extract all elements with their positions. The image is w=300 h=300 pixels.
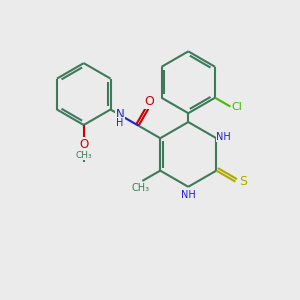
Text: CH₃: CH₃	[132, 183, 150, 193]
Text: NH: NH	[181, 190, 196, 200]
Text: O: O	[79, 138, 88, 151]
Text: NH: NH	[216, 132, 231, 142]
Text: O: O	[144, 95, 154, 108]
Text: N: N	[116, 108, 124, 121]
Text: CH₃: CH₃	[75, 151, 92, 160]
Text: S: S	[239, 175, 247, 188]
Text: Cl: Cl	[231, 102, 242, 112]
Text: H: H	[116, 118, 124, 128]
